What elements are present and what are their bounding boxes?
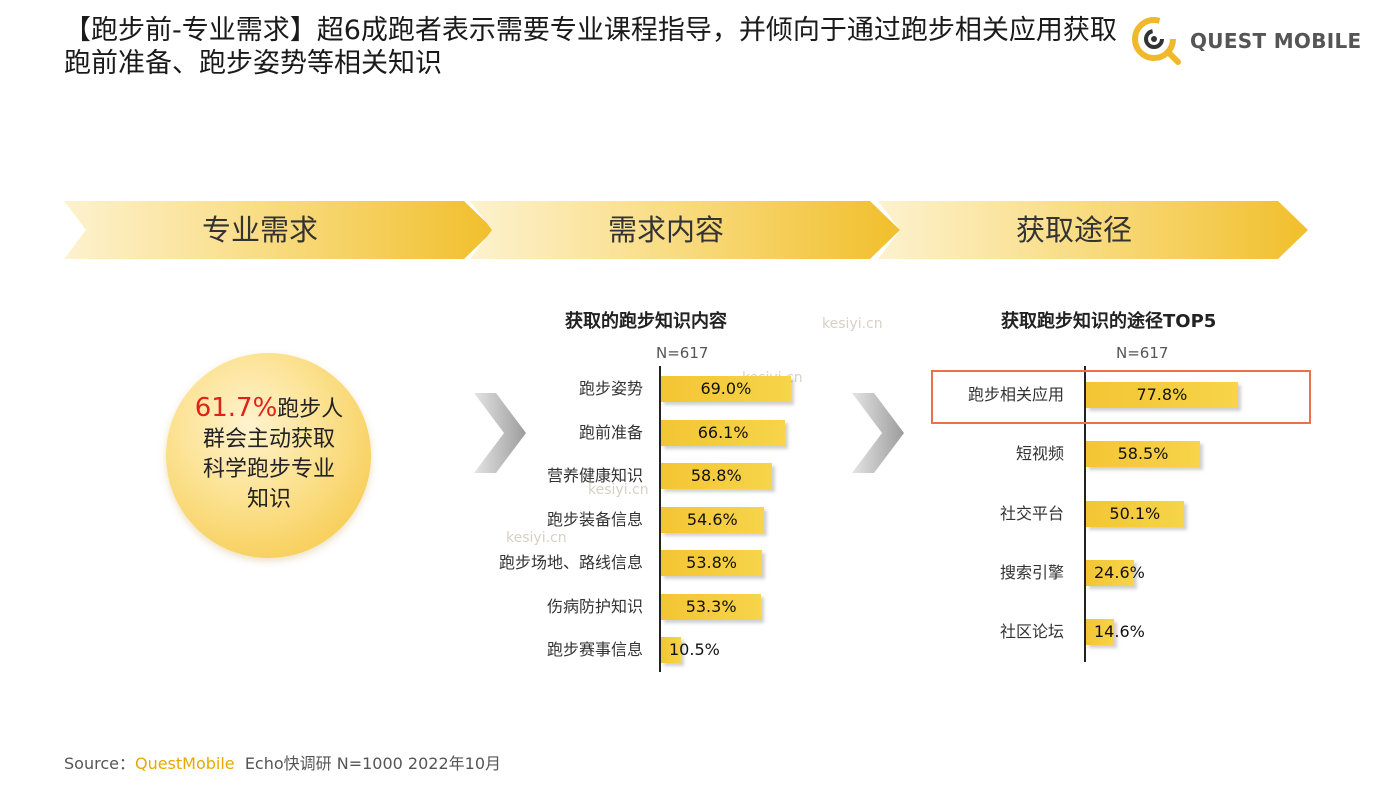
category-label: 跑步场地、路线信息 [498,553,643,572]
category-label: 跑步赛事信息 [546,640,643,659]
banner-label: 专业需求 [201,213,318,247]
category-label: 短视频 [1015,444,1064,464]
banner-arrow-shape [470,201,900,259]
chevron-right-icon [852,393,904,473]
stat-circle: 61.7%跑步人群会主动获取科学跑步专业知识 [166,353,371,558]
bar [661,593,762,620]
bar [661,419,786,446]
page-title: 【跑步前-专业需求】超6成跑者表示需要专业课程指导，并倾向于通过跑步相关应用获取… [64,15,1117,79]
watermark-text: kesiyi.cn [588,482,649,498]
value-label: 58.5% [1117,444,1169,464]
value-label: 24.6% [1094,562,1145,582]
watermark-text: kesiyi.cn [822,316,883,332]
source-note: Source：QuestMobile Echo快调研 N=1000 2022年1… [64,750,501,774]
category-label: 跑步装备信息 [546,509,643,529]
chart-title-knowledge-content: 获取的跑步知识内容 [565,311,727,332]
chevron-right-icon [474,393,526,473]
category-label: 跑前准备 [578,422,643,442]
value-label: 69.0% [700,379,752,398]
banner-label: 获取途径 [1015,213,1132,247]
category-label: 营养健康知识 [546,466,643,485]
bar [1086,559,1134,586]
category-label: 社交平台 [999,503,1064,523]
bar [661,376,791,402]
chart-sample-size: N=617 [656,344,709,362]
value-label: 66.1% [697,422,749,442]
stat-value: 61.7% [194,393,278,423]
chart-axis-line [1084,366,1086,662]
brand-logo-text: QUEST MOBILE [1190,29,1362,53]
watermark-text: kesiyi.cn [506,530,567,546]
brand-logo: QUEST MOBILE [1130,14,1361,66]
stat-text: 61.7%跑步人群会主动获取科学跑步专业知识 [194,393,344,515]
bar [661,550,763,576]
bar [661,463,772,489]
bar [661,637,681,663]
questmobile-logo-icon [1132,17,1181,65]
banner-arrow-shape [878,201,1308,259]
bar [1086,500,1184,527]
value-label: 53.8% [686,553,737,572]
value-label: 53.3% [685,596,737,616]
highlight-box [931,370,1311,424]
bar [661,506,764,533]
chart-title-acquisition-channels: 获取跑步知识的途径TOP5 [1001,311,1217,332]
value-label: 50.1% [1109,503,1161,523]
category-label: 搜索引擎 [999,562,1064,582]
bar [1086,441,1201,468]
source-detail: Echo快调研 N=1000 2022年10月 [244,754,501,773]
banner-label: 需求内容 [607,213,724,247]
source-brand: QuestMobile [134,754,235,773]
value-label: 14.6% [1094,622,1145,642]
value-label: 54.6% [686,509,738,529]
value-label: 10.5% [669,640,720,659]
value-label: 58.8% [690,466,742,485]
chart-axis-line [659,366,661,672]
stat-description: 跑步人群会主动获取科学跑步专业知识 [202,397,344,512]
value-label: 77.8% [1136,385,1188,404]
chart-sample-size: N=617 [1116,344,1169,362]
banner-arrow-shape [64,201,494,259]
source-prefix: Source： [64,754,135,773]
banner-demand-content: 需求内容 [470,201,902,259]
category-label: 社区论坛 [999,622,1064,642]
banner-professional-demand: 专业需求 [64,201,496,259]
category-label: 伤病防护知识 [546,596,643,616]
category-label: 跑步姿势 [578,379,643,398]
category-label: 跑步相关应用 [967,385,1064,404]
bar [1086,382,1238,408]
banner-acquisition-channel: 获取途径 [878,201,1310,259]
bar [1086,619,1115,646]
